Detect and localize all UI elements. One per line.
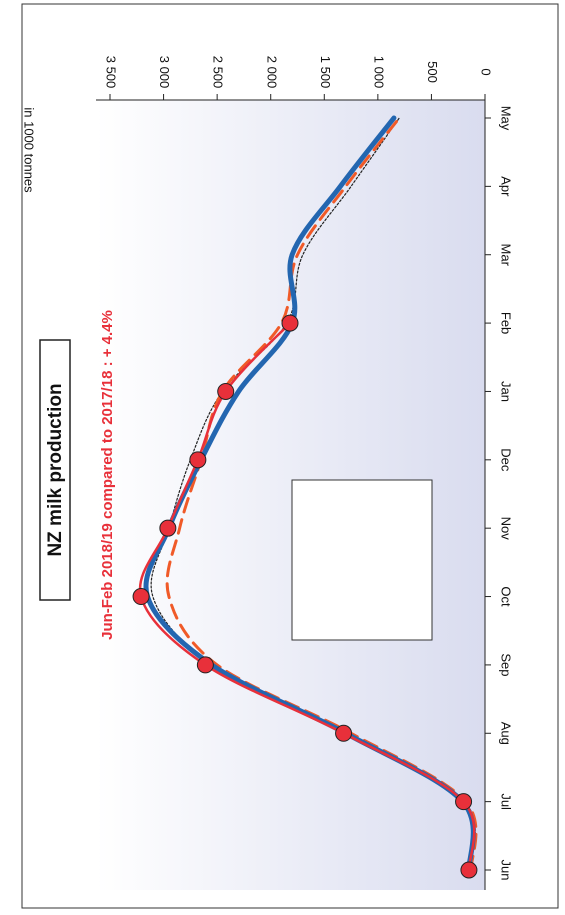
- x-tick-label: Jul: [499, 793, 514, 810]
- y-tick-label: 3 500: [104, 56, 119, 89]
- x-tick-label: Feb: [499, 312, 514, 334]
- y-axis-title: in 1000 tonnes: [22, 107, 37, 193]
- marker: [335, 724, 353, 742]
- y-tick-label: 3 000: [157, 56, 172, 89]
- y-tick-label: 0: [479, 68, 494, 75]
- x-tick-label: Jun: [499, 860, 514, 881]
- x-tick-label: Nov: [499, 517, 514, 541]
- series-line: [138, 321, 476, 872]
- x-tick-label: Sep: [499, 653, 514, 676]
- marker: [460, 861, 478, 879]
- x-tick-label: Oct: [499, 586, 514, 607]
- marker: [196, 656, 214, 674]
- marker: [159, 519, 177, 537]
- x-tick-label: Aug: [499, 722, 514, 745]
- legend: [291, 479, 433, 641]
- marker: [455, 793, 473, 811]
- x-tick-label: Jan: [499, 381, 514, 402]
- marker: [217, 382, 235, 400]
- x-tick-label: Mar: [499, 244, 514, 267]
- marker: [189, 451, 207, 469]
- chart-title: NZ milk production: [45, 383, 66, 556]
- frame: [21, 3, 559, 909]
- y-tick-label: 1 000: [371, 56, 386, 89]
- x-tick-label: Dec: [499, 448, 514, 472]
- annotation: Jun-Feb 2018/19 compared to 2017/18 : + …: [99, 310, 116, 640]
- title-box: [39, 339, 71, 601]
- x-tick-label: Apr: [499, 176, 514, 197]
- y-tick-label: 1 500: [318, 56, 333, 89]
- y-tick-label: 2 500: [211, 56, 226, 89]
- x-tick-label: May: [499, 106, 514, 131]
- y-tick-label: 2 000: [264, 56, 279, 89]
- marker: [281, 314, 299, 332]
- y-tick-label: 500: [425, 61, 440, 83]
- marker: [132, 588, 150, 606]
